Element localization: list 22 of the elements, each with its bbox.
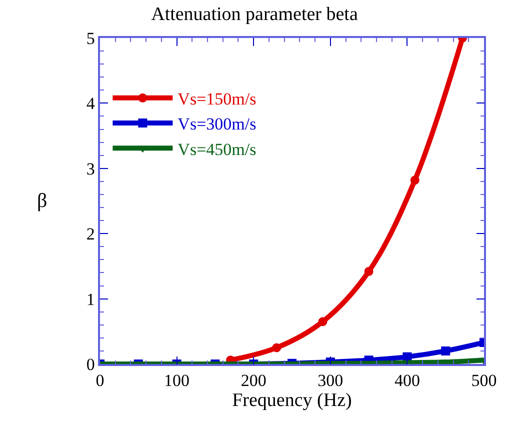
x-tick-label: 300 xyxy=(318,371,344,390)
y-tick-label: 4 xyxy=(86,94,96,114)
x-tick-label: 500 xyxy=(471,371,497,390)
point xyxy=(318,317,328,326)
point xyxy=(364,266,374,276)
legend-label: Vs=300m/s xyxy=(178,114,256,134)
point xyxy=(272,343,282,352)
point xyxy=(410,176,420,185)
y-tick-label: 5 xyxy=(86,28,95,48)
y-tick-label: 0 xyxy=(86,354,95,374)
legend-label: Vs=150m/s xyxy=(178,90,256,109)
x-tick-label: 100 xyxy=(164,371,190,390)
point xyxy=(441,346,450,356)
x-tick-label: 200 xyxy=(240,371,266,390)
x-axis-title: Frequency (Hz) xyxy=(232,390,352,412)
x-tick-label: 400 xyxy=(394,371,420,390)
legend-label: Vs=450m/s xyxy=(178,140,256,159)
chart-title: Attenuation parameter beta xyxy=(151,4,358,25)
y-tick-label: 2 xyxy=(86,224,95,244)
y-tick-label: 1 xyxy=(86,290,95,309)
y-tick-label: 3 xyxy=(86,159,95,178)
y-axis-title: β xyxy=(37,190,48,212)
